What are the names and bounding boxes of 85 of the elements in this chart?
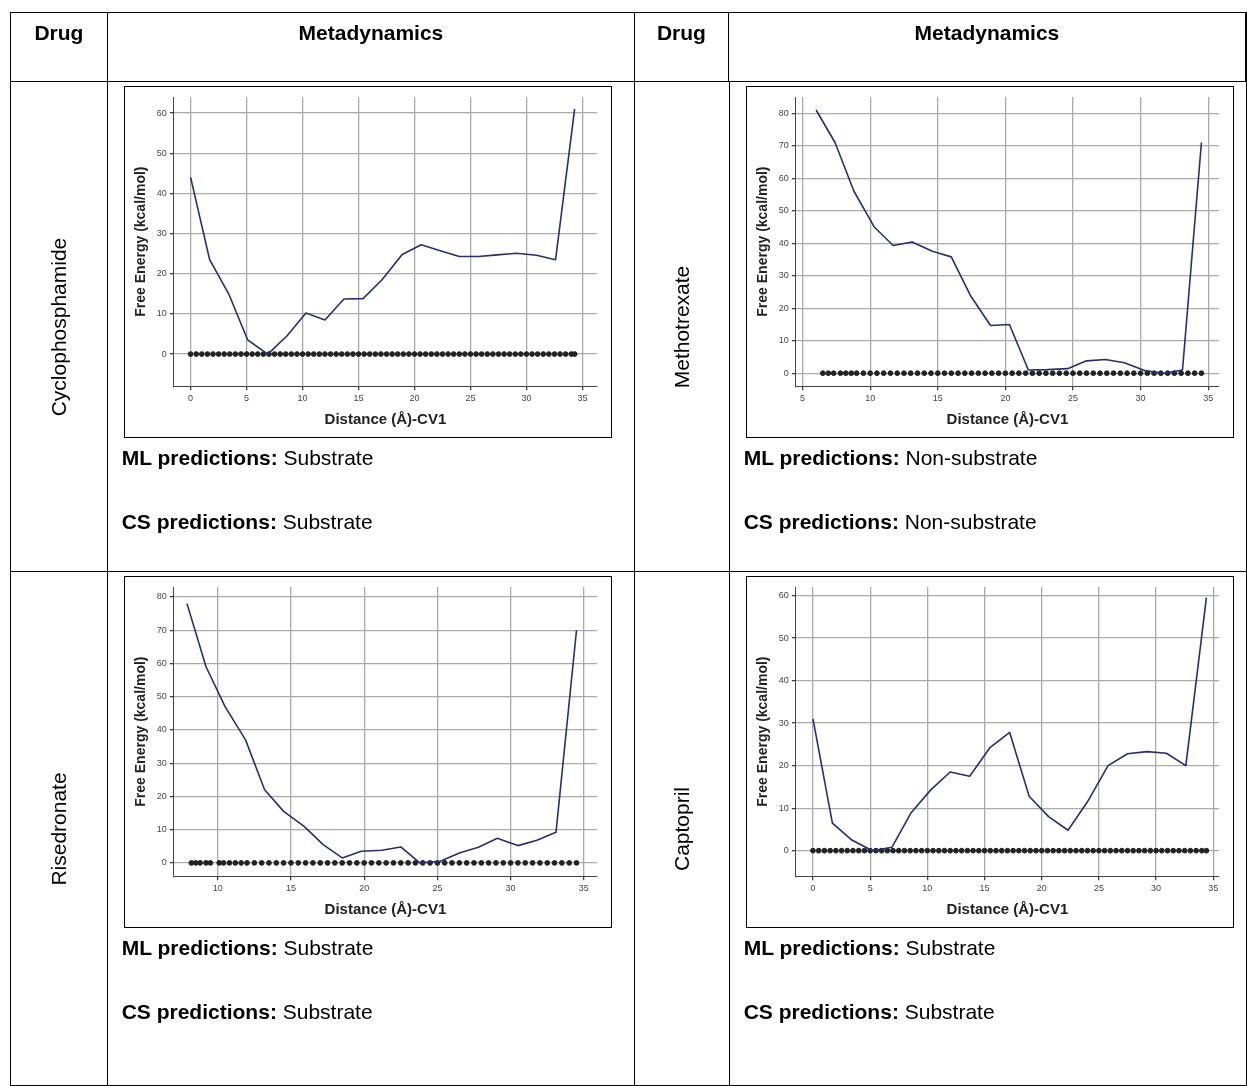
y-tick-label: 30 [156,757,167,768]
y-axis-title: Free Energy (kcal/mol) [753,656,770,807]
x-tick-label: 0 [810,883,816,894]
y-tick-label: 50 [778,632,789,643]
text: CS predictions: Substrate [121,510,373,534]
x-tick-label: 30 [1150,883,1161,894]
x-tick-label: 15 [979,883,990,894]
y-tick-label: 80 [778,107,789,118]
y-axis-title: Free Energy (kcal/mol) [753,166,770,317]
y-tick-label: 0 [783,845,789,856]
y-tick-label: 40 [778,237,789,248]
y-axis-title: Free Energy (kcal/mol) [131,656,148,807]
y-tick-label: 50 [778,205,789,216]
x-tick-label: 10 [297,393,308,404]
x-tick-label: 25 [432,883,443,894]
text: CS predictions: Substrate [121,1000,373,1024]
x-tick-label: 10 [922,883,933,894]
y-tick-label: 40 [778,675,789,686]
text: Methotrexate [669,265,694,388]
y-tick-label: 60 [778,172,789,183]
y-tick-label: 0 [783,367,789,378]
y-tick-label: 70 [778,140,789,151]
text: Metadynamics [107,13,635,81]
x-tick-label: 5 [243,393,249,404]
y-tick-label: 50 [156,147,167,158]
text: Drug [11,13,108,81]
x-tick-label: 15 [285,883,296,894]
y-tick-label: 10 [156,308,167,319]
y-tick-label: 70 [156,624,167,635]
x-tick-label: 30 [521,393,532,404]
x-tick-label: 35 [578,883,589,894]
y-tick-label: 20 [156,790,167,801]
text: Risedronate [46,771,71,886]
x-tick-label: 30 [1135,393,1146,404]
y-tick-label: 0 [161,348,167,359]
x-axis-title: Distance (Å)-CV1 [324,900,446,918]
y-tick-label: 60 [156,107,167,118]
y-tick-label: 20 [778,760,789,771]
x-tick-label: 10 [212,883,223,894]
y-tick-label: 60 [156,657,167,668]
y-tick-label: 40 [156,187,167,198]
x-axis-title: Distance (Å)-CV1 [946,410,1068,428]
x-tick-label: 5 [799,393,805,404]
y-tick-label: 10 [156,824,167,835]
y-tick-label: 60 [778,589,789,600]
y-tick-label: 30 [156,228,167,239]
y-tick-label: 30 [778,717,789,728]
x-tick-label: 25 [1093,883,1104,894]
y-tick-label: 30 [778,270,789,281]
x-tick-label: 35 [577,393,588,404]
text: ML predictions: Non-substrate [743,446,1038,470]
x-tick-label: 15 [932,393,943,404]
text: Captopril [669,786,694,871]
y-tick-label: 10 [778,802,789,813]
y-tick-label: 0 [161,857,167,868]
x-axis-title: Distance (Å)-CV1 [946,900,1068,918]
text: Cyclophosphamide [46,237,71,416]
x-tick-label: 20 [1036,883,1047,894]
x-tick-label: 25 [1067,393,1078,404]
text: ML predictions: Substrate [743,936,996,960]
y-tick-label: 40 [156,724,167,735]
x-tick-label: 30 [505,883,516,894]
text: Drug [634,13,729,81]
x-tick-label: 20 [409,393,420,404]
text: ML predictions: Substrate [121,446,374,470]
x-tick-label: 35 [1202,393,1213,404]
x-tick-label: 15 [353,393,364,404]
y-tick-label: 20 [778,302,789,313]
x-tick-label: 20 [358,883,369,894]
x-tick-label: 5 [867,883,873,894]
x-tick-label: 0 [187,393,193,404]
text: ML predictions: Substrate [121,936,374,960]
y-tick-label: 20 [156,268,167,279]
x-tick-label: 20 [1000,393,1011,404]
x-tick-label: 10 [864,393,875,404]
x-tick-label: 35 [1207,883,1218,894]
x-axis-title: Distance (Å)-CV1 [324,410,446,428]
y-tick-label: 80 [156,591,167,602]
text: CS predictions: Substrate [743,1000,995,1024]
text: CS predictions: Non-substrate [743,510,1037,534]
x-tick-label: 25 [465,393,476,404]
y-tick-label: 10 [778,335,789,346]
y-axis-title: Free Energy (kcal/mol) [131,166,148,317]
y-tick-label: 50 [156,691,167,702]
text: Metadynamics [728,13,1246,81]
